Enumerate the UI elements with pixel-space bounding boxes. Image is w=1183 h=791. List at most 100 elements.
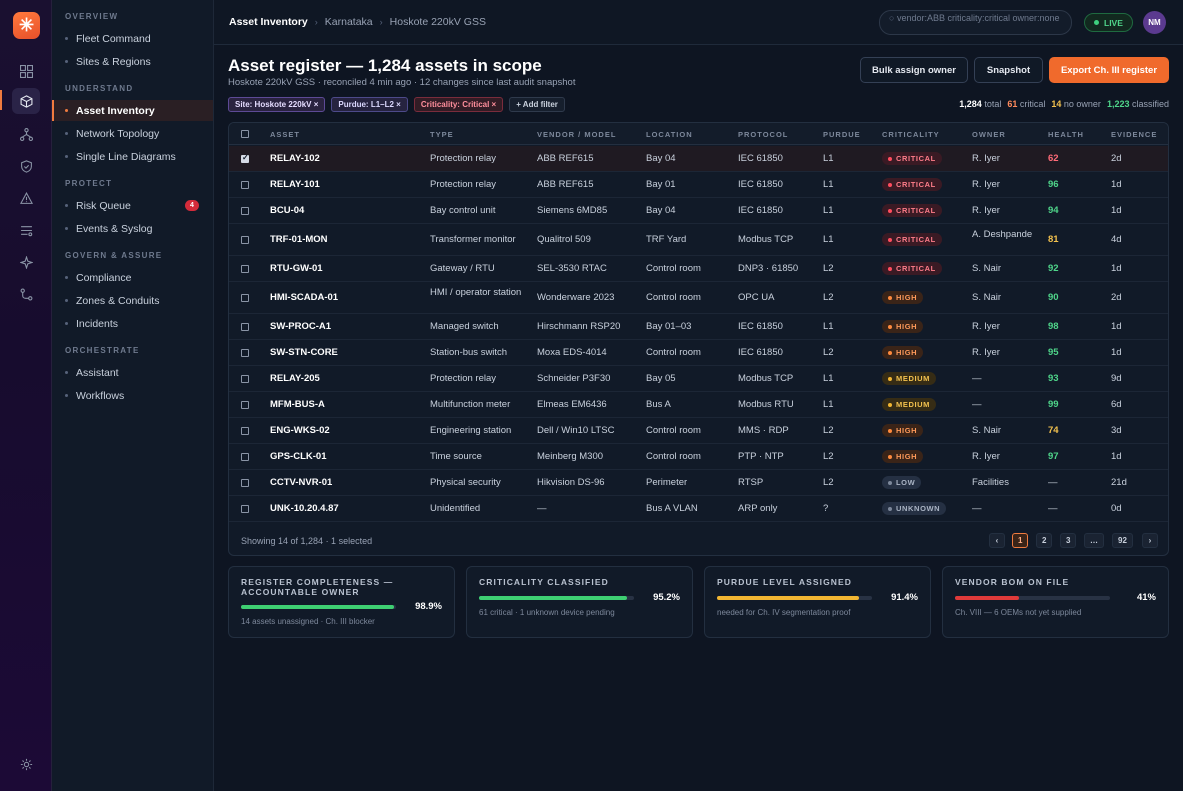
table-row[interactable]: ENG-WKS-02 Engineering station Dell / Win1…: [229, 418, 1168, 444]
table-row[interactable]: RTU-GW-01 Gateway / RTU SEL-3530 RTAC Contr…: [229, 256, 1168, 282]
asset-name[interactable]: UNK-10.20.4.87: [270, 503, 339, 514]
column-header-criticality[interactable]: CRITICALITY: [882, 130, 940, 139]
row-checkbox[interactable]: [241, 505, 249, 513]
row-checkbox[interactable]: [241, 427, 249, 435]
sparkle-icon[interactable]: [12, 249, 40, 275]
sidebar-item-risk-queue[interactable]: Risk Queue 4: [52, 195, 213, 216]
breadcrumb-item[interactable]: Asset Inventory: [229, 16, 308, 28]
live-status-badge[interactable]: LIVE: [1084, 13, 1133, 32]
metric-card[interactable]: CRITICALITY CLASSIFIED 95.2% 61 critical ·…: [466, 566, 693, 638]
asset-name[interactable]: BCU-04: [270, 205, 305, 216]
network-icon[interactable]: [12, 121, 40, 147]
export-register-button[interactable]: Export Ch. III register: [1049, 57, 1169, 83]
column-header-location[interactable]: LOCATION: [646, 130, 693, 139]
page-button-92[interactable]: 92: [1112, 533, 1133, 548]
table-row[interactable]: MFM-BUS-A Multifunction meter Elmeas EM643…: [229, 392, 1168, 418]
table-row[interactable]: SW-STN-CORE Station-bus switch Moxa EDS-40…: [229, 340, 1168, 366]
column-header-owner[interactable]: OWNER: [972, 130, 1006, 139]
sidebar-item-single-line-diagrams[interactable]: Single Line Diagrams: [52, 146, 213, 167]
asset-name[interactable]: TRF-01-MON: [270, 234, 328, 245]
row-checkbox[interactable]: [241, 236, 249, 244]
row-checkbox[interactable]: [241, 349, 249, 357]
row-checkbox[interactable]: [241, 375, 249, 383]
sidebar-item-incidents[interactable]: Incidents: [52, 313, 213, 334]
asset-name[interactable]: MFM-BUS-A: [270, 399, 325, 410]
search-input[interactable]: ○ vendor:ABB criticality:critical owner:…: [879, 10, 1072, 35]
grid-icon[interactable]: [12, 58, 40, 84]
sidebar-item-asset-inventory[interactable]: Asset Inventory: [52, 100, 213, 121]
table-row[interactable]: BCU-04 Bay control unit Siemens 6MD85 Bay 0…: [229, 198, 1168, 224]
table-row[interactable]: RELAY-102 Protection relay ABB REF615 Bay 0…: [229, 146, 1168, 172]
filter-chip-criticality[interactable]: Criticality: Critical ×: [413, 97, 504, 112]
table-row[interactable]: TRF-01-MON Transformer monitor Qualitrol 5…: [229, 224, 1168, 256]
row-checkbox[interactable]: [241, 294, 249, 302]
sidebar-item-fleet-command[interactable]: Fleet Command: [52, 28, 213, 49]
row-checkbox[interactable]: [241, 401, 249, 409]
settings-icon[interactable]: [12, 751, 40, 777]
sidebar-item-assistant[interactable]: Assistant: [52, 362, 213, 383]
page-button-1[interactable]: 1: [1012, 533, 1029, 548]
metric-card[interactable]: REGISTER COMPLETENESS — ACCOUNTABLE OWNE…: [228, 566, 455, 638]
row-checkbox[interactable]: [241, 207, 249, 215]
column-header-protocol[interactable]: PROTOCOL: [738, 130, 789, 139]
sidebar-item-label: Workflows: [76, 389, 125, 402]
row-checkbox[interactable]: [241, 479, 249, 487]
breadcrumb-item[interactable]: Hoskote 220kV GSS: [389, 16, 486, 28]
column-header-vendor[interactable]: VENDOR / MODEL: [537, 130, 617, 139]
app-logo[interactable]: ✳: [13, 12, 40, 39]
row-checkbox[interactable]: [241, 323, 249, 331]
table-row[interactable]: SW-PROC-A1 Managed switch Hirschmann RSP20…: [229, 314, 1168, 340]
table-row[interactable]: HMI-SCADA-01 HMI / operator station Wonder…: [229, 282, 1168, 314]
list-icon[interactable]: [12, 217, 40, 243]
asset-name[interactable]: RELAY-205: [270, 373, 320, 384]
table-row[interactable]: RELAY-205 Protection relay Schneider P3F30…: [229, 366, 1168, 392]
column-header-purdue[interactable]: PURDUE: [823, 130, 861, 139]
snapshot-button[interactable]: Snapshot: [974, 57, 1043, 83]
table-row[interactable]: RELAY-101 Protection relay ABB REF615 Bay 0…: [229, 172, 1168, 198]
row-checkbox[interactable]: [241, 265, 249, 273]
table-row[interactable]: CCTV-NVR-01 Physical security Hikvision DS…: [229, 470, 1168, 496]
sidebar-item-sites-regions[interactable]: Sites & Regions: [52, 51, 213, 72]
metric-card[interactable]: PURDUE LEVEL ASSIGNED 91.4% needed for Ch.…: [704, 566, 931, 638]
asset-name[interactable]: RTU-GW-01: [270, 263, 323, 274]
select-all-checkbox[interactable]: [241, 130, 249, 138]
route-icon[interactable]: [12, 281, 40, 307]
prev-page-button[interactable]: ‹: [989, 533, 1005, 548]
sidebar-item-zones-conduits[interactable]: Zones & Conduits: [52, 290, 213, 311]
row-checkbox[interactable]: [241, 453, 249, 461]
shield-icon[interactable]: [12, 153, 40, 179]
page-button-2[interactable]: 2: [1036, 533, 1053, 548]
table-row[interactable]: GPS-CLK-01 Time source Meinberg M300 Contro…: [229, 444, 1168, 470]
sidebar-item-events-syslog[interactable]: Events & Syslog: [52, 218, 213, 239]
table-row[interactable]: UNK-10.20.4.87 Unidentified — Bus A VLAN ARP…: [229, 496, 1168, 522]
bulk-assign-owner-button[interactable]: Bulk assign owner: [860, 57, 968, 83]
metric-card[interactable]: VENDOR BOM ON FILE 41% Ch. VIII — 6 OEMs n…: [942, 566, 1169, 638]
asset-name[interactable]: HMI-SCADA-01: [270, 292, 339, 303]
asset-name[interactable]: RELAY-102: [270, 153, 320, 164]
asset-name[interactable]: RELAY-101: [270, 179, 320, 190]
column-header-asset[interactable]: ASSET: [270, 130, 301, 139]
asset-name[interactable]: CCTV-NVR-01: [270, 477, 333, 488]
asset-protocol: PTP · NTP: [738, 451, 784, 462]
row-checkbox[interactable]: [241, 153, 249, 163]
filter-chip-purdue[interactable]: Purdue: L1–L2 ×: [331, 97, 408, 112]
breadcrumb-item[interactable]: Karnataka: [324, 16, 373, 28]
sidebar-item-compliance[interactable]: Compliance: [52, 267, 213, 288]
page-button-3[interactable]: 3: [1060, 533, 1077, 548]
asset-name[interactable]: ENG-WKS-02: [270, 425, 330, 436]
column-header-type[interactable]: TYPE: [430, 130, 454, 139]
asset-name[interactable]: SW-PROC-A1: [270, 321, 332, 332]
asset-name[interactable]: GPS-CLK-01: [270, 451, 327, 462]
next-page-button[interactable]: ›: [1142, 533, 1158, 548]
filter-chip-site[interactable]: Site: Hoskote 220kV ×: [228, 97, 326, 112]
column-header-health[interactable]: HEALTH: [1048, 130, 1084, 139]
row-checkbox[interactable]: [241, 181, 249, 189]
column-header-evidence[interactable]: EVIDENCE: [1111, 130, 1158, 139]
asset-name[interactable]: SW-STN-CORE: [270, 347, 338, 358]
cube-icon[interactable]: [12, 88, 40, 114]
sidebar-item-workflows[interactable]: Workflows: [52, 385, 213, 406]
alert-icon[interactable]: [12, 185, 40, 211]
avatar[interactable]: NM: [1143, 11, 1166, 34]
add-filter-button[interactable]: + Add filter: [509, 97, 565, 112]
sidebar-item-network-topology[interactable]: Network Topology: [52, 123, 213, 144]
